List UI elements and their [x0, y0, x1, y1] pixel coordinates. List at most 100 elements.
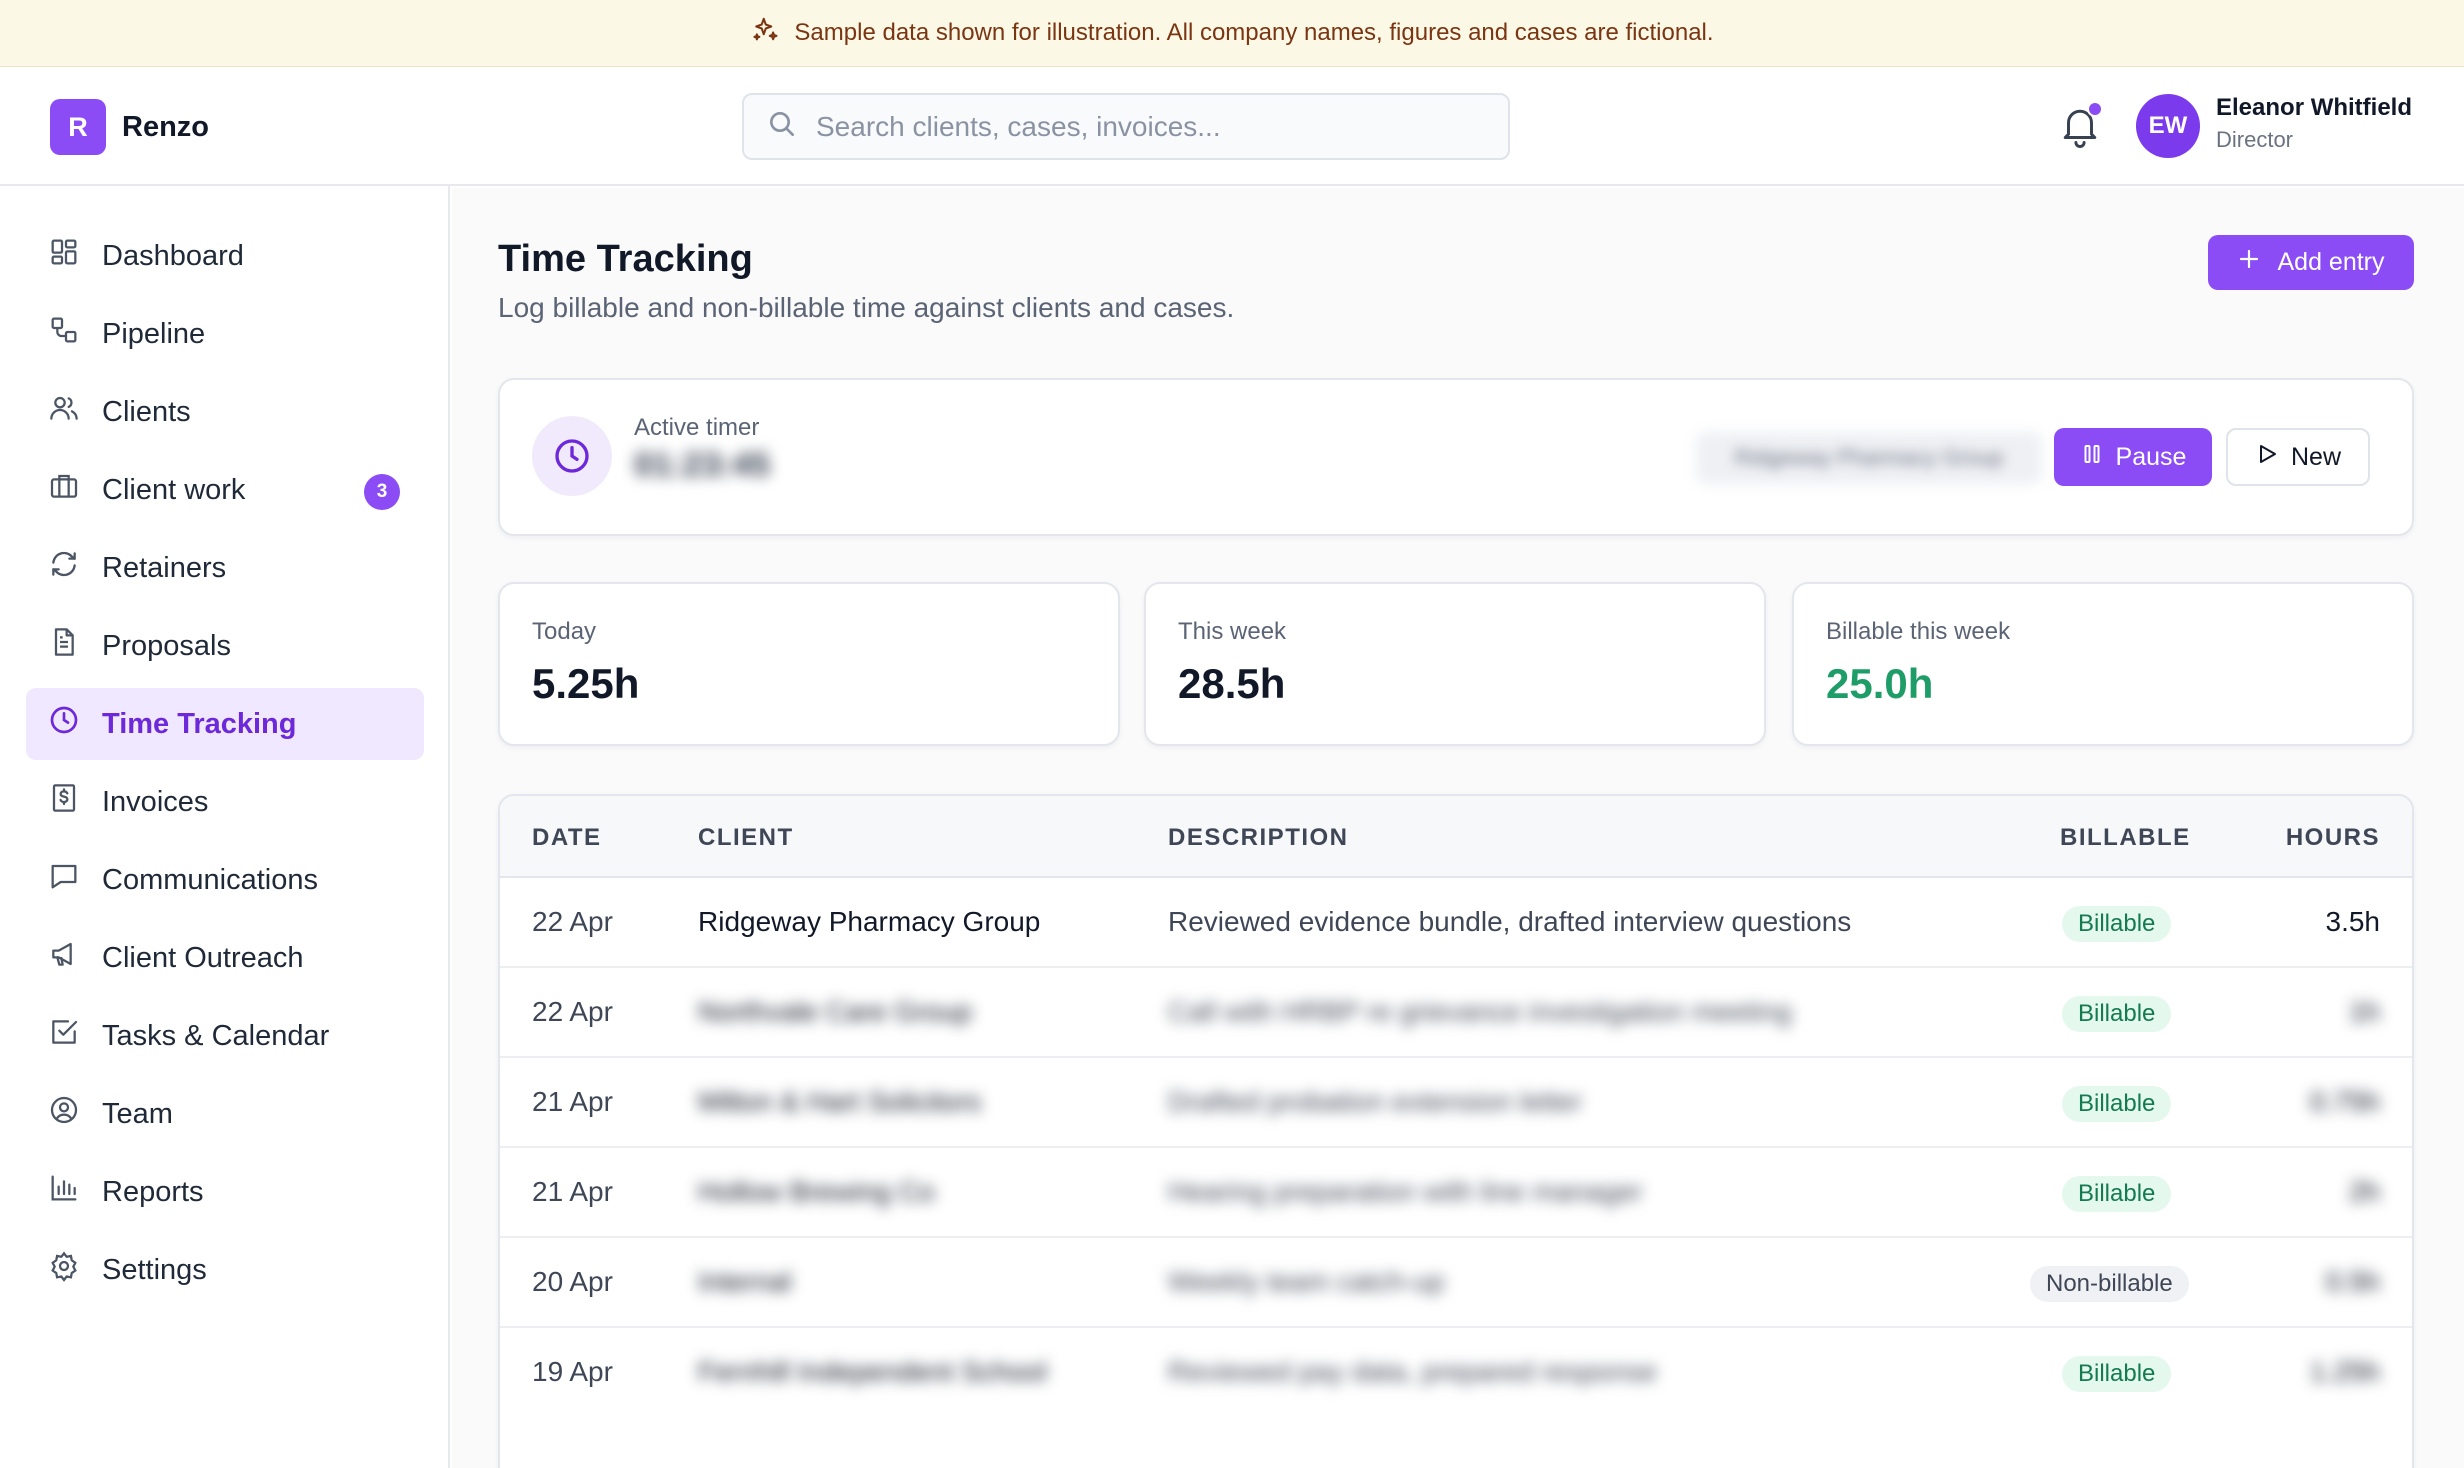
invoice-icon	[48, 782, 80, 822]
sidebar-item-client-outreach[interactable]: Client Outreach	[26, 922, 424, 994]
notifications-button[interactable]	[2060, 101, 2103, 149]
billable-badge: Billable	[2062, 1356, 2172, 1392]
stat-label: This week	[1178, 618, 1287, 645]
entry-hours: 0.75h	[2309, 1086, 2380, 1117]
main-content: Time Tracking Log billable and non-billa…	[452, 188, 2464, 1468]
entry-description: Weekly team catch-up	[1168, 1266, 1445, 1297]
sidebar-item-label: Reports	[102, 1175, 204, 1208]
table-row[interactable]: 21 Apr Hollow Brewing Co Hearing prepara…	[500, 1148, 2412, 1238]
client-work-count-badge: 3	[364, 474, 400, 510]
user-role: Director	[2216, 127, 2294, 152]
column-header-billable[interactable]: BILLABLE	[2060, 824, 2191, 851]
sidebar-item-tasks-calendar[interactable]: Tasks & Calendar	[26, 1000, 424, 1072]
active-timer-label: Active timer	[634, 414, 760, 441]
sidebar-item-dashboard[interactable]: Dashboard	[26, 220, 424, 292]
top-header: R Renzo EW Eleanor Whitfield Director	[0, 67, 2464, 186]
app-logo[interactable]: R	[50, 99, 106, 155]
sidebar-item-time-tracking[interactable]: Time Tracking	[26, 688, 424, 760]
sidebar-item-clients[interactable]: Clients	[26, 376, 424, 448]
column-header-client[interactable]: CLIENT	[698, 824, 794, 851]
plus-icon	[2237, 247, 2261, 278]
add-entry-label: Add entry	[2277, 248, 2385, 276]
sidebar-item-label: Dashboard	[102, 239, 244, 272]
message-icon	[48, 860, 80, 900]
users-icon	[48, 392, 80, 432]
table-row[interactable]: 19 Apr Fernhill Independent School Revie…	[500, 1328, 2412, 1418]
dashboard-icon	[48, 236, 80, 276]
entry-hours: 0.5h	[2325, 1266, 2381, 1297]
new-timer-button[interactable]: New	[2226, 428, 2370, 486]
billable-badge: Billable	[2062, 1176, 2172, 1212]
table-row[interactable]: 22 Apr Ridgeway Pharmacy Group Reviewed …	[500, 878, 2412, 968]
entry-date: 19 Apr	[532, 1356, 613, 1387]
search-icon	[766, 108, 798, 145]
column-header-hours[interactable]: HOURS	[2285, 824, 2380, 851]
timer-clock-icon	[532, 416, 612, 496]
pause-button[interactable]: Pause	[2054, 428, 2212, 486]
stat-card-this-week: This week 28.5h	[1144, 582, 1766, 746]
table-row[interactable]: 22 Apr Northvale Care Group Call with HR…	[500, 968, 2412, 1058]
entry-description: Reviewed pay data, prepared response	[1168, 1356, 1657, 1387]
sidebar-item-settings[interactable]: Settings	[26, 1234, 424, 1306]
entry-description: Call with HRBP re grievance investigatio…	[1168, 996, 1792, 1027]
sidebar-item-retainers[interactable]: Retainers	[26, 532, 424, 604]
table-row[interactable]: 20 Apr Internal Weekly team catch-up Non…	[500, 1238, 2412, 1328]
pipeline-icon	[48, 314, 80, 354]
sidebar-item-pipeline[interactable]: Pipeline	[26, 298, 424, 370]
sidebar-item-label: Clients	[102, 395, 191, 428]
page-title: Time Tracking	[498, 238, 753, 280]
sidebar-item-invoices[interactable]: Invoices	[26, 766, 424, 838]
sidebar-item-label: Proposals	[102, 629, 231, 662]
column-header-description[interactable]: DESCRIPTION	[1168, 824, 1349, 851]
stat-value: 25.0h	[1826, 660, 1934, 707]
sidebar-item-label: Time Tracking	[102, 707, 297, 740]
search-input[interactable]	[816, 110, 1496, 143]
stat-value: 28.5h	[1178, 660, 1286, 707]
stat-value: 5.25h	[532, 660, 640, 707]
sidebar-item-label: Retainers	[102, 551, 227, 584]
clock-icon	[48, 704, 80, 744]
entry-description: Reviewed evidence bundle, drafted interv…	[1168, 906, 1852, 937]
entry-client: Northvale Care Group	[698, 996, 972, 1027]
non-billable-badge: Non-billable	[2030, 1266, 2189, 1302]
add-entry-button[interactable]: Add entry	[2208, 235, 2414, 290]
time-entries-table: DATE CLIENT DESCRIPTION BILLABLE HOURS 2…	[498, 794, 2414, 1468]
table-row[interactable]: 21 Apr Milton & Hart Solicitors Drafted …	[500, 1058, 2412, 1148]
billable-badge: Billable	[2062, 1086, 2172, 1122]
document-icon	[48, 626, 80, 666]
avatar[interactable]: EW	[2136, 94, 2200, 158]
entry-client: Ridgeway Pharmacy Group	[698, 906, 1041, 937]
active-timer-card: Active timer 01:23:45 Ridgeway Pharmacy …	[498, 378, 2414, 536]
sidebar-item-team[interactable]: Team	[26, 1078, 424, 1150]
bar-chart-icon	[48, 1172, 80, 1212]
entry-date: 22 Apr	[532, 906, 613, 937]
user-circle-icon	[48, 1094, 80, 1134]
sidebar-item-label: Invoices	[102, 785, 209, 818]
sidebar-item-reports[interactable]: Reports	[26, 1156, 424, 1228]
new-timer-label: New	[2290, 442, 2341, 471]
sidebar-item-client-work[interactable]: Client work 3	[26, 454, 424, 526]
bell-icon	[2060, 109, 2100, 153]
entry-date: 21 Apr	[532, 1086, 613, 1117]
entry-date: 22 Apr	[532, 996, 613, 1027]
sidebar-item-label: Team	[102, 1097, 173, 1130]
column-header-date[interactable]: DATE	[532, 824, 602, 851]
active-timer-case[interactable]: Ridgeway Pharmacy Group	[1696, 432, 2042, 484]
user-name[interactable]: Eleanor Whitfield	[2216, 94, 2413, 121]
megaphone-icon	[48, 938, 80, 978]
entry-hours: 1.25h	[2309, 1356, 2380, 1387]
page-subtitle: Log billable and non-billable time again…	[498, 292, 1235, 323]
entry-hours: 3.5h	[2325, 906, 2381, 937]
app-name[interactable]: Renzo	[122, 111, 209, 143]
entry-client: Internal	[698, 1266, 792, 1297]
entry-date: 21 Apr	[532, 1176, 613, 1207]
sidebar-item-label: Client work	[102, 473, 246, 506]
sidebar-item-communications[interactable]: Communications	[26, 844, 424, 916]
briefcase-icon	[48, 470, 80, 510]
entry-description: Hearing preparation with line manager	[1168, 1176, 1643, 1207]
sidebar-item-proposals[interactable]: Proposals	[26, 610, 424, 682]
search-bar[interactable]	[742, 93, 1510, 160]
stat-card-today: Today 5.25h	[498, 582, 1120, 746]
sidebar-item-label: Client Outreach	[102, 941, 304, 974]
